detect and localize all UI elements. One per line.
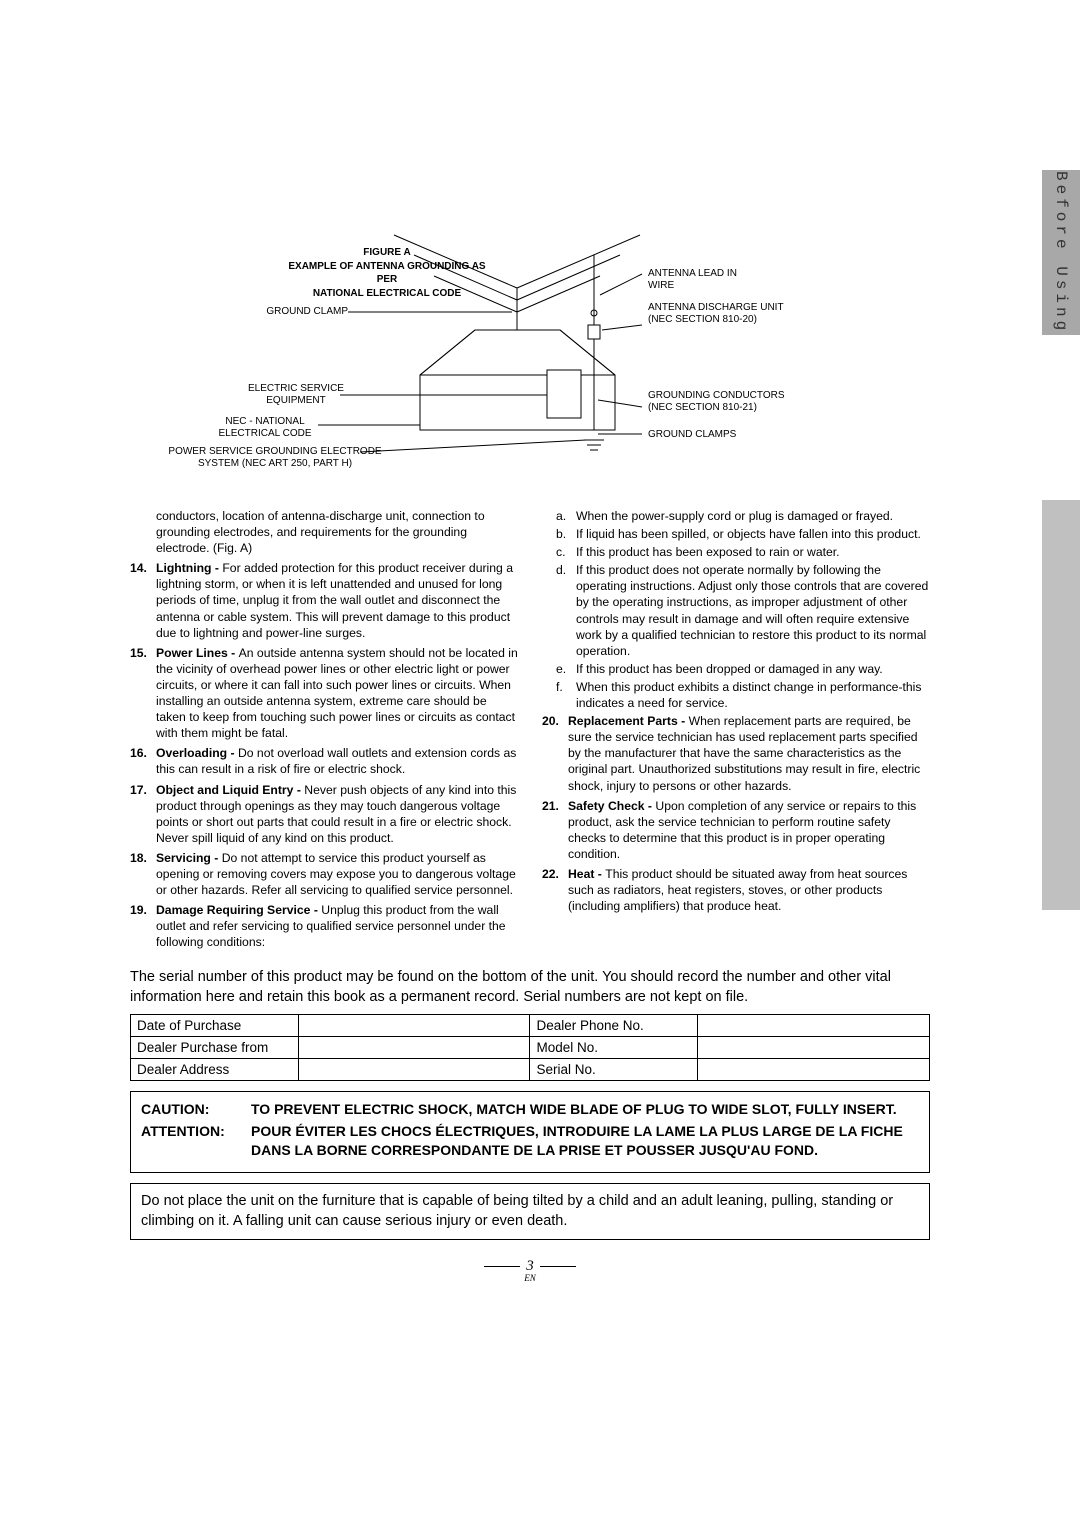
cell-dealer-value[interactable]	[298, 1036, 530, 1058]
sub-e: e.If this product has been dropped or da…	[542, 661, 930, 677]
intro-continuation: conductors, location of antenna-discharg…	[130, 508, 518, 556]
lbl-nec: NEC - NATIONAL ELECTRICAL CODE	[210, 416, 320, 440]
cell-model-label: Model No.	[530, 1036, 698, 1058]
item-21: 21. Safety Check - Upon completion of an…	[542, 798, 930, 862]
sub-c: c.If this product has been exposed to ra…	[542, 544, 930, 560]
item-20: 20. Replacement Parts - When replacement…	[542, 713, 930, 793]
page-lang: EN	[130, 1273, 930, 1283]
page-number-digit: 3	[526, 1258, 534, 1274]
item-14: 14. Lightning - For added protection for…	[130, 560, 518, 640]
cell-date-label: Date of Purchase	[131, 1014, 299, 1036]
item-19: 19. Damage Requiring Service - Unplug th…	[130, 902, 518, 950]
lbl-ground-clamps: GROUND CLAMPS	[648, 429, 758, 441]
left-column: conductors, location of antenna-discharg…	[130, 508, 518, 954]
cell-date-value[interactable]	[298, 1014, 530, 1036]
side-tabs: Before Using	[1042, 0, 1080, 1528]
record-table: Date of Purchase Dealer Phone No. Dealer…	[130, 1014, 930, 1081]
lbl-discharge-unit: ANTENNA DISCHARGE UNIT (NEC SECTION 810-…	[648, 302, 788, 326]
caution-msg: TO PREVENT ELECTRIC SHOCK, MATCH WIDE BL…	[251, 1100, 919, 1119]
cell-dealer-label: Dealer Purchase from	[131, 1036, 299, 1058]
sub-d: d.If this product does not operate norma…	[542, 562, 930, 659]
caution-row-en: CAUTION: TO PREVENT ELECTRIC SHOCK, MATC…	[141, 1100, 919, 1119]
page-number: 3 EN	[130, 1258, 930, 1283]
cell-address-value[interactable]	[298, 1058, 530, 1080]
sub-b: b.If liquid has been spilled, or objects…	[542, 526, 930, 542]
tab-grey-1	[1042, 500, 1080, 910]
lbl-grounding-conductors: GROUNDING CONDUCTORS (NEC SECTION 810-21…	[648, 390, 788, 414]
item-22: 22. Heat - This product should be situat…	[542, 866, 930, 914]
cell-serial-value[interactable]	[698, 1058, 930, 1080]
text-columns: conductors, location of antenna-discharg…	[130, 508, 930, 954]
caution-box: CAUTION: TO PREVENT ELECTRIC SHOCK, MATC…	[130, 1091, 930, 1174]
lbl-electric-service: ELECTRIC SERVICE EQUIPMENT	[246, 383, 346, 407]
item-16: 16. Overloading - Do not overload wall o…	[130, 745, 518, 777]
caution-label: CAUTION:	[141, 1100, 251, 1119]
cell-serial-label: Serial No.	[530, 1058, 698, 1080]
lbl-antenna-lead: ANTENNA LEAD IN WIRE	[648, 268, 748, 292]
sub-a: a.When the power-supply cord or plug is …	[542, 508, 930, 524]
right-column: a.When the power-supply cord or plug is …	[542, 508, 930, 954]
attention-msg: POUR ÉVITER LES CHOCS ÉLECTRIQUES, INTRO…	[251, 1122, 919, 1160]
page-content: FIGURE A EXAMPLE OF ANTENNA GROUNDING AS…	[130, 230, 930, 1283]
lbl-electrode: POWER SERVICE GROUNDING ELECTRODE SYSTEM…	[160, 446, 390, 470]
cell-model-value[interactable]	[698, 1036, 930, 1058]
attention-label: ATTENTION:	[141, 1122, 251, 1160]
cell-address-label: Dealer Address	[131, 1058, 299, 1080]
tab-before-using: Before Using	[1042, 170, 1080, 335]
lbl-ground-clamp: GROUND CLAMP	[262, 306, 348, 318]
item-18: 18. Servicing - Do not attempt to servic…	[130, 850, 518, 898]
item-15: 15. Power Lines - An outside antenna sys…	[130, 645, 518, 742]
figure-a: FIGURE A EXAMPLE OF ANTENNA GROUNDING AS…	[260, 230, 800, 490]
caution-row-fr: ATTENTION: POUR ÉVITER LES CHOCS ÉLECTRI…	[141, 1122, 919, 1160]
cell-phone-value[interactable]	[698, 1014, 930, 1036]
cell-phone-label: Dealer Phone No.	[530, 1014, 698, 1036]
sub-f: f.When this product exhibits a distinct …	[542, 679, 930, 711]
tilt-warning-box: Do not place the unit on the furniture t…	[130, 1183, 930, 1240]
serial-intro: The serial number of this product may be…	[130, 968, 930, 1007]
item-17: 17. Object and Liquid Entry - Never push…	[130, 782, 518, 846]
tab-label: Before Using	[1052, 171, 1070, 334]
